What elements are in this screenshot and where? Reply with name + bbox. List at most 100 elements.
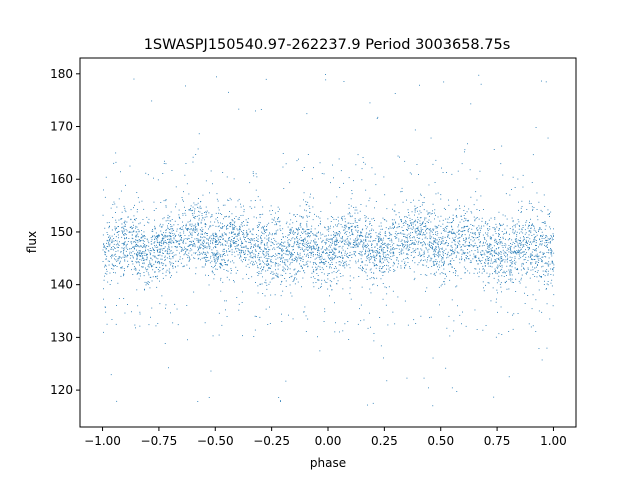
data-point [496, 273, 498, 275]
data-point [470, 232, 472, 234]
data-point [233, 227, 235, 229]
data-point [250, 241, 251, 243]
data-point [446, 240, 447, 242]
data-point [204, 322, 206, 324]
data-point [380, 278, 382, 280]
data-point [390, 256, 392, 257]
data-point [496, 242, 498, 244]
data-point [205, 259, 206, 261]
data-point [401, 243, 403, 244]
data-point [420, 254, 422, 256]
data-point [330, 225, 331, 227]
data-point [435, 159, 437, 161]
data-point [293, 243, 295, 245]
data-point [410, 234, 411, 236]
data-point [135, 239, 136, 241]
data-point [180, 246, 182, 248]
data-point [387, 257, 389, 258]
data-point [474, 220, 476, 222]
data-point [140, 245, 142, 247]
data-point [120, 267, 122, 269]
data-point [231, 236, 233, 237]
data-point [114, 228, 116, 230]
data-point [315, 269, 317, 271]
data-point [326, 238, 328, 240]
data-point [170, 242, 172, 244]
data-point [255, 251, 257, 252]
data-point [466, 244, 468, 246]
data-point [424, 259, 426, 261]
data-point [231, 245, 232, 247]
data-point [535, 242, 537, 244]
data-point [294, 241, 296, 243]
data-point [268, 234, 269, 236]
data-point [475, 255, 477, 257]
data-point [175, 235, 177, 236]
data-point [310, 242, 311, 244]
data-point [209, 237, 211, 239]
data-point [215, 233, 217, 235]
data-point [522, 244, 524, 246]
data-point [139, 255, 140, 257]
data-point [547, 281, 549, 282]
data-point [498, 247, 500, 248]
data-point [262, 269, 263, 270]
data-point [357, 323, 359, 325]
data-point [465, 241, 467, 242]
data-point [508, 288, 510, 290]
data-point [514, 252, 516, 254]
data-point [136, 245, 138, 247]
data-point [110, 374, 112, 376]
data-point [393, 254, 395, 256]
data-point [240, 252, 242, 254]
data-point [517, 269, 519, 271]
data-point [315, 266, 317, 268]
data-point [370, 256, 372, 258]
data-point [486, 251, 488, 253]
data-point [329, 284, 331, 286]
data-point [506, 275, 507, 276]
data-point [404, 160, 406, 162]
data-point [190, 205, 192, 207]
data-point [497, 266, 499, 268]
data-point [422, 223, 423, 225]
data-point [171, 228, 173, 229]
data-point [198, 223, 199, 224]
data-point [534, 276, 536, 277]
data-point [483, 241, 484, 243]
data-point [115, 219, 117, 221]
data-point [531, 262, 533, 264]
data-point [201, 237, 203, 239]
data-point [116, 305, 117, 306]
data-point [525, 242, 527, 243]
data-point [255, 245, 257, 247]
data-point [410, 225, 412, 226]
data-point [346, 256, 348, 257]
data-point [169, 262, 171, 264]
data-point [439, 266, 441, 268]
data-point [266, 264, 268, 266]
data-point [452, 214, 454, 216]
data-point [279, 247, 280, 249]
data-point [330, 285, 332, 287]
data-point [262, 260, 263, 262]
data-point [164, 256, 166, 258]
data-point [369, 288, 371, 290]
data-point [311, 225, 313, 227]
data-point [204, 247, 206, 248]
data-point [454, 240, 455, 242]
data-point [477, 248, 479, 250]
data-point [154, 236, 156, 238]
data-point [109, 284, 111, 285]
data-point [265, 282, 267, 284]
data-point [341, 241, 343, 242]
data-point [496, 248, 497, 250]
data-point [179, 252, 180, 254]
data-point [467, 225, 469, 227]
data-point [507, 248, 509, 250]
data-point [219, 267, 221, 268]
data-point [513, 224, 515, 226]
data-point [109, 240, 111, 242]
data-point [291, 254, 293, 256]
data-point [136, 256, 138, 258]
